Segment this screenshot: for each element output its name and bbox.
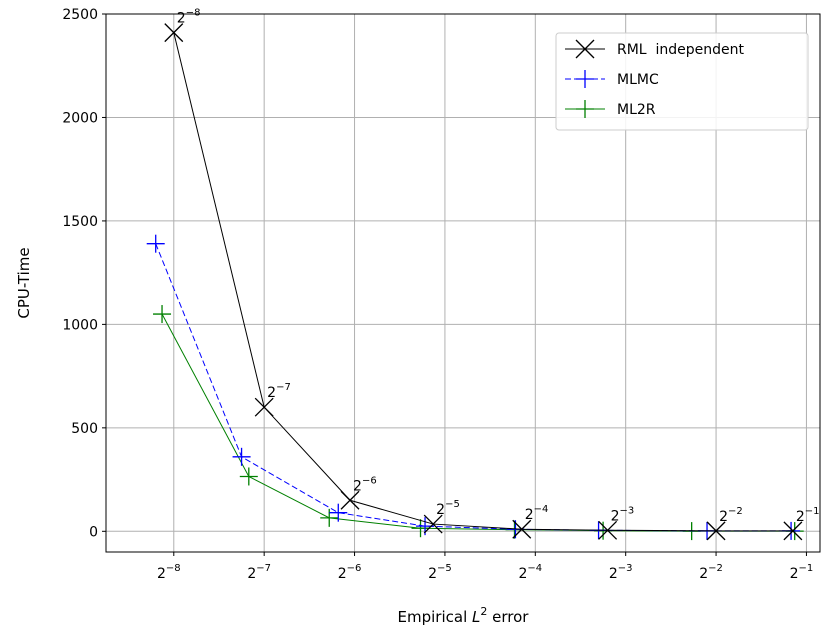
x-tick-base: 2 [157,566,166,582]
series-lines [146,23,804,541]
x-tick-label: 2−1 [790,563,814,582]
point-label: 2−6 [353,475,377,494]
point-label-base: 2 [353,478,362,494]
series-line [173,32,793,532]
x-marker [254,397,274,417]
x-tick-base: 2 [247,566,256,582]
legend: RML independent MLMC ML2R [555,32,809,131]
point-label: 2−2 [719,506,743,525]
x-axis-label: Empirical L2 error [398,605,530,626]
point-label-exponent: −2 [728,506,743,517]
x-axis-label-var: L [472,608,480,626]
x-marker-stroke [423,514,443,534]
point-label: 2−5 [436,499,460,518]
plus-marker [239,467,258,486]
x-marker-stroke [783,521,803,541]
point-label-exponent: −6 [362,475,377,486]
point-label-exponent: −5 [445,499,460,510]
plus-marker [329,503,348,522]
x-tick-exponent: −6 [347,563,362,574]
x-tick-base: 2 [699,566,708,582]
point-label: 2−3 [611,505,635,524]
x-marker-stroke [512,519,532,539]
point-label: 2−1 [796,506,820,525]
x-marker-stroke [254,397,274,417]
x-marker-stroke [598,520,618,540]
x-tick-label: 2−4 [518,563,542,582]
x-tick-label: 2−6 [338,563,362,582]
y-tick-label: 1000 [62,317,98,333]
x-tick-label: 2−2 [699,563,723,582]
y-tick-label: 2000 [62,110,98,126]
point-label-base: 2 [267,385,276,401]
point-label-exponent: −3 [620,505,635,516]
y-tick-label: 2500 [62,7,98,23]
x-tick-exponent: −5 [437,563,452,574]
legend-label: ML2R [617,102,656,118]
x-marker [783,521,803,541]
y-tick-label: 0 [89,524,98,540]
x-marker-stroke [706,521,726,541]
x-marker [512,519,532,539]
x-marker [706,521,726,541]
x-marker [164,23,184,43]
point-label-base: 2 [719,509,728,525]
point-label-base: 2 [525,507,534,523]
legend-label: MLMC [617,72,659,88]
x-tick-base: 2 [428,566,437,582]
point-label-base: 2 [611,508,620,524]
x-tick-exponent: −1 [799,563,814,574]
y-axis-label: CPU-Time [15,247,33,318]
x-tick-label: 2−8 [157,563,181,582]
x-marker-stroke [575,39,595,59]
plot-frame [105,13,821,553]
x-tick-label: 2−3 [609,563,633,582]
plus-marker [232,447,251,466]
grid [106,13,820,552]
point-label-exponent: −8 [186,8,201,19]
y-tick-label: 500 [71,421,98,437]
x-marker [340,490,360,510]
x-tick-base: 2 [790,566,799,582]
plus-marker [320,508,339,527]
x-tick-base: 2 [338,566,347,582]
point-label: 2−7 [267,382,291,401]
point-label-base: 2 [796,509,805,525]
plus-marker [576,100,594,118]
x-marker [423,514,443,534]
point-label: 2−4 [525,504,549,523]
x-tick-exponent: −8 [166,563,181,574]
x-tick-base: 2 [518,566,527,582]
point-labels: 2−82−72−62−52−4 2−3 2−2 2−1 [177,8,820,525]
plus-marker [146,234,165,253]
x-tick-exponent: −3 [618,563,633,574]
x-tick-label: 2−5 [428,563,452,582]
x-axis-label-sup: 2 [480,605,487,618]
x-marker-stroke [340,490,360,510]
point-label-exponent: −7 [276,382,291,393]
x-tick-exponent: −7 [256,563,271,574]
legend-label: RML independent [617,42,745,58]
point-label-exponent: −4 [534,504,549,515]
x-tick-exponent: −4 [527,563,542,574]
plus-marker [411,519,430,538]
x-tick-label: 2−7 [247,563,271,582]
x-axis-label-suffix: error [487,608,529,626]
point-label: 2−8 [177,8,201,27]
x-marker [575,39,595,59]
x-tick-base: 2 [609,566,618,582]
point-label-exponent: −1 [805,506,820,517]
plus-marker [576,70,594,88]
point-label-base: 2 [436,502,445,518]
point-label-base: 2 [177,11,186,27]
legend-box [555,32,809,131]
x-tick-exponent: −2 [708,563,723,574]
x-marker [598,520,618,540]
x-marker-stroke [164,23,184,43]
x-axis-label-prefix: Empirical [398,608,473,626]
plus-marker [153,305,172,324]
y-tick-label: 1500 [62,214,98,230]
